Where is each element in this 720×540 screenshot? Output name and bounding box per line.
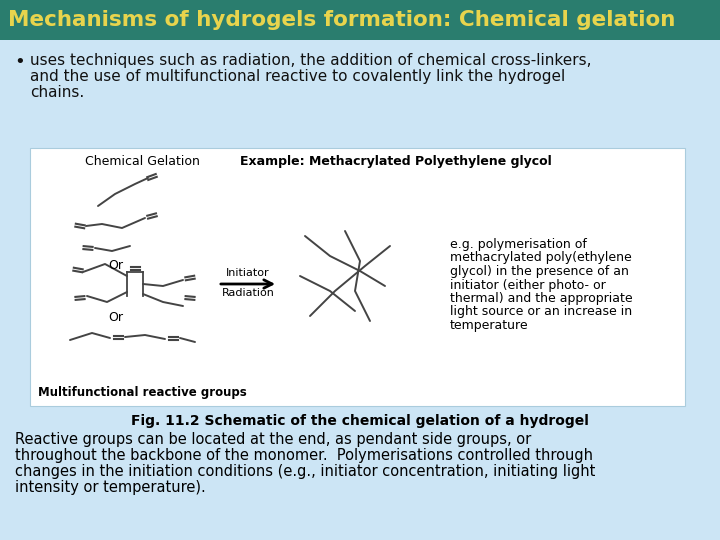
Text: Or: Or: [108, 311, 123, 324]
Text: Or: Or: [108, 259, 123, 272]
Text: chains.: chains.: [30, 85, 84, 100]
Text: Chemical Gelation: Chemical Gelation: [85, 155, 200, 168]
Text: Reactive groups can be located at the end, as pendant side groups, or: Reactive groups can be located at the en…: [15, 432, 531, 447]
Text: intensity or temperature).: intensity or temperature).: [15, 480, 206, 495]
Text: changes in the initiation conditions (e.g., initiator concentration, initiating : changes in the initiation conditions (e.…: [15, 464, 595, 479]
Text: Radiation: Radiation: [222, 288, 274, 298]
Text: thermal) and the appropriate: thermal) and the appropriate: [450, 292, 633, 305]
Text: initiator (either photo- or: initiator (either photo- or: [450, 279, 606, 292]
Text: •: •: [14, 53, 24, 71]
FancyBboxPatch shape: [0, 0, 720, 40]
Text: temperature: temperature: [450, 319, 528, 332]
Text: uses techniques such as radiation, the addition of chemical cross-linkers,: uses techniques such as radiation, the a…: [30, 53, 592, 68]
Text: Initiator: Initiator: [226, 268, 270, 278]
Text: throughout the backbone of the monomer.  Polymerisations controlled through: throughout the backbone of the monomer. …: [15, 448, 593, 463]
Text: Mechanisms of hydrogels formation: Chemical gelation: Mechanisms of hydrogels formation: Chemi…: [8, 10, 675, 30]
Text: Fig. 11.2 Schematic of the chemical gelation of a hydrogel: Fig. 11.2 Schematic of the chemical gela…: [131, 414, 589, 428]
Text: light source or an increase in: light source or an increase in: [450, 306, 632, 319]
Text: e.g. polymerisation of: e.g. polymerisation of: [450, 238, 587, 251]
Text: Multifunctional reactive groups: Multifunctional reactive groups: [38, 386, 247, 399]
Text: Example: Methacrylated Polyethylene glycol: Example: Methacrylated Polyethylene glyc…: [240, 155, 552, 168]
Text: glycol) in the presence of an: glycol) in the presence of an: [450, 265, 629, 278]
Text: methacrylated poly(ethylene: methacrylated poly(ethylene: [450, 252, 631, 265]
Text: and the use of multifunctional reactive to covalently link the hydrogel: and the use of multifunctional reactive …: [30, 69, 565, 84]
FancyBboxPatch shape: [30, 148, 685, 406]
